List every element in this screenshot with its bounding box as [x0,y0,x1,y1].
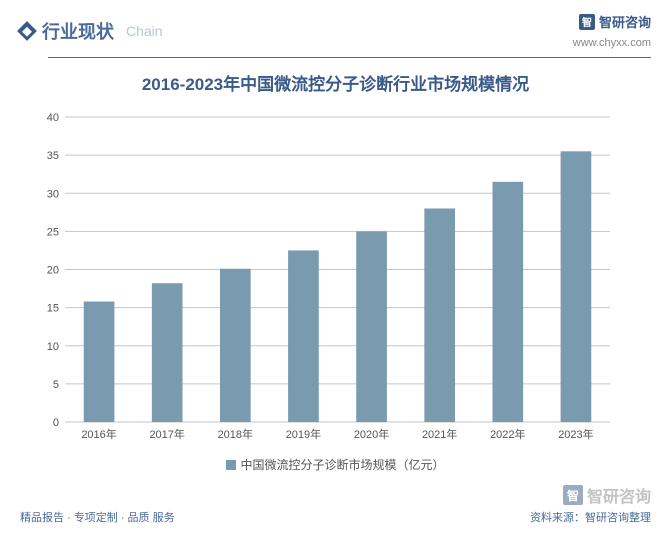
chart-title: 2016-2023年中国微流控分子诊断行业市场规模情况 [30,70,641,95]
header: 行业现状 Chain 智 智研咨询 www.chyxx.com [0,0,671,57]
bar [288,250,319,422]
x-tick-label: 2016年 [81,427,116,441]
header-left: 行业现状 Chain [20,18,163,44]
footer-brand-watermark: 智 智研咨询 [563,483,651,507]
y-tick-label: 20 [47,265,59,277]
y-tick-label: 30 [47,188,59,200]
section-title: 行业现状 [42,18,114,44]
y-tick-label: 10 [47,341,59,353]
bar [561,151,592,422]
y-tick-label: 15 [47,303,59,315]
brand-row: 智 智研咨询 [579,12,651,31]
footer-left-text: 精品报告 · 专项定制 · 品质 服务 [20,509,175,525]
x-tick-label: 2018年 [218,427,253,441]
y-tick-label: 35 [47,150,59,162]
header-right: 智 智研咨询 www.chyxx.com [573,12,651,49]
footer-right-text: 资料来源：智研咨询整理 [530,509,651,525]
brand-url: www.chyxx.com [573,37,651,49]
bar [356,231,387,422]
footer-brand-name: 智研咨询 [587,483,651,507]
y-tick-label: 25 [47,226,59,238]
legend-swatch [226,460,236,470]
bar [220,269,251,422]
chart-area: 2016-2023年中国微流控分子诊断行业市场规模情况 0 5 10 15 20 25 30… [0,58,671,483]
diamond-icon [17,21,37,41]
bar [152,283,183,422]
y-tick-label: 0 [53,417,59,429]
chart-svg-container: 0 5 10 15 20 25 30 35 40 2016年 2017年 2018年 2019年 2020… [30,107,641,452]
chart-legend: 中国微流控分子诊断市场规模（亿元） [30,456,641,473]
x-tick-label: 2020年 [354,427,389,441]
bar [424,209,455,423]
legend-label: 中国微流控分子诊断市场规模（亿元） [240,456,444,473]
y-tick-label: 40 [47,112,59,124]
brand-logo-icon: 智 [579,14,595,30]
bar-chart: 0 5 10 15 20 25 30 35 40 2016年 2017年 2018年 2019年 2020… [30,107,620,447]
bar [84,302,115,422]
footer: 精品报告 · 专项定制 · 品质 服务 智 智研咨询 资料来源：智研咨询整理 [0,483,671,529]
brand-name: 智研咨询 [599,12,651,31]
section-subtitle: Chain [126,23,163,39]
x-tick-label: 2019年 [286,427,321,441]
bar [492,182,523,422]
x-tick-label: 2022年 [490,427,525,441]
x-tick-label: 2023年 [558,427,593,441]
x-tick-label: 2017年 [149,427,184,441]
footer-brand-logo-icon: 智 [563,485,583,505]
footer-right-wrap: 智 智研咨询 资料来源：智研咨询整理 [530,483,651,525]
y-tick-label: 5 [53,379,59,391]
x-tick-label: 2021年 [422,427,457,441]
